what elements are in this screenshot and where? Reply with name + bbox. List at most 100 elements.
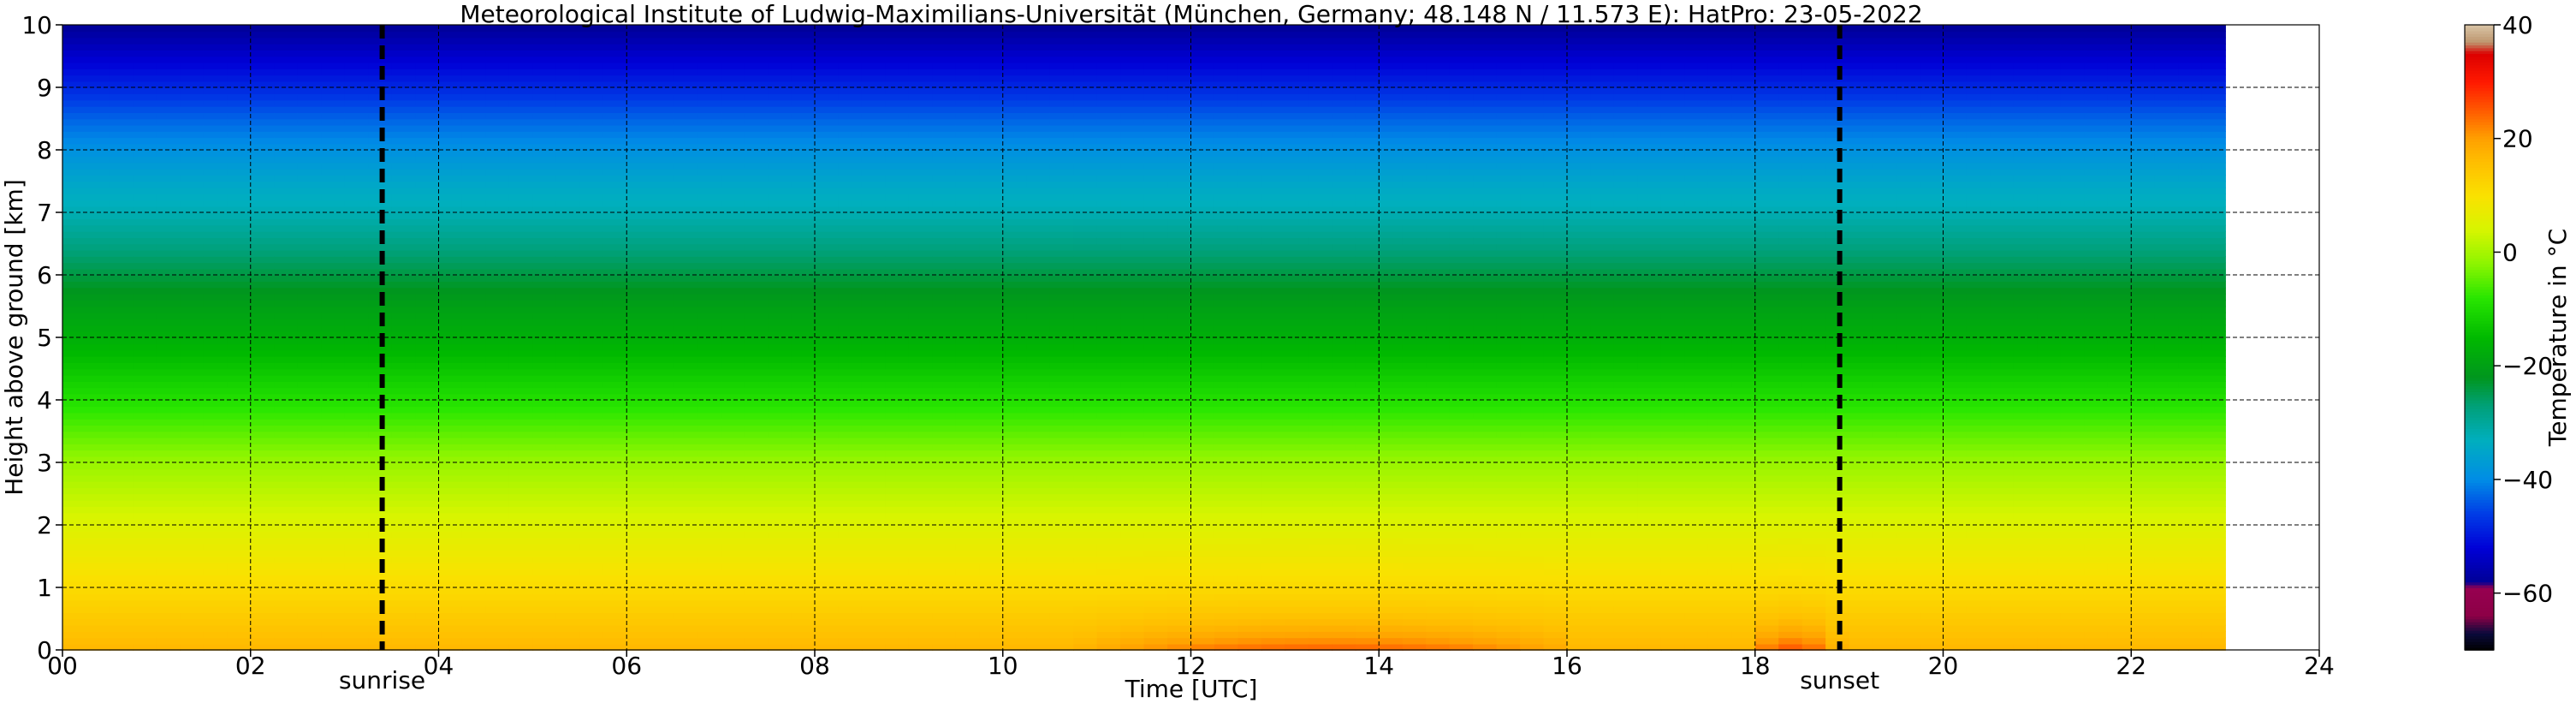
heatmap-cell xyxy=(768,194,792,201)
heatmap-cell xyxy=(744,593,769,601)
heatmap-cell xyxy=(955,268,981,276)
heatmap-cell xyxy=(156,162,181,170)
heatmap-cell xyxy=(485,275,510,283)
heatmap-cell xyxy=(485,643,510,651)
heatmap-cell xyxy=(768,400,792,408)
heatmap-cell xyxy=(391,406,416,414)
heatmap-cell xyxy=(274,124,299,132)
heatmap-cell xyxy=(932,487,957,495)
heatmap-cell xyxy=(721,349,745,357)
heatmap-cell xyxy=(156,425,181,432)
heatmap-cell xyxy=(602,512,628,520)
heatmap-cell xyxy=(650,556,674,563)
heatmap-cell xyxy=(721,605,745,613)
heatmap-cell xyxy=(344,181,369,188)
heatmap-cell xyxy=(626,212,651,220)
heatmap-cell xyxy=(955,593,981,601)
heatmap-cell xyxy=(744,362,769,370)
heatmap-cell xyxy=(1143,62,1168,69)
heatmap-cell xyxy=(861,468,887,476)
heatmap-cell xyxy=(321,37,346,45)
heatmap-cell xyxy=(62,431,87,438)
heatmap-cell xyxy=(955,175,981,182)
heatmap-cell xyxy=(508,556,534,563)
heatmap-cell xyxy=(979,206,1004,213)
heatmap-cell xyxy=(768,230,792,238)
heatmap-cell xyxy=(461,181,487,188)
heatmap-cell xyxy=(861,493,887,501)
heatmap-cell xyxy=(932,150,957,158)
heatmap-cell xyxy=(908,69,934,76)
heatmap-cell xyxy=(1096,437,1121,444)
heatmap-cell xyxy=(579,406,604,414)
heatmap-cell xyxy=(297,194,322,201)
heatmap-cell xyxy=(626,168,651,176)
heatmap-cell xyxy=(579,599,604,607)
heatmap-cell xyxy=(768,575,792,582)
heatmap-cell xyxy=(532,80,557,88)
heatmap-cell xyxy=(768,212,792,220)
heatmap-cell xyxy=(744,331,769,338)
heatmap-cell xyxy=(1214,337,1239,345)
heatmap-cell xyxy=(674,400,698,408)
heatmap-cell xyxy=(1073,74,1098,82)
heatmap-cell xyxy=(768,362,792,370)
heatmap-cell xyxy=(979,518,1004,526)
heatmap-cell xyxy=(1073,319,1098,326)
heatmap-cell xyxy=(180,181,205,188)
heatmap-cell xyxy=(838,437,863,444)
heatmap-cell xyxy=(180,143,205,151)
heatmap-cell xyxy=(156,462,181,470)
heatmap-cell xyxy=(180,200,205,207)
heatmap-cell xyxy=(438,474,463,482)
heatmap-cell xyxy=(297,431,322,438)
heatmap-cell xyxy=(555,444,581,451)
heatmap-cell xyxy=(297,556,322,563)
heatmap-cell xyxy=(908,444,934,451)
heatmap-cell xyxy=(885,80,910,88)
heatmap-cell xyxy=(415,262,440,270)
heatmap-cell xyxy=(1073,624,1098,632)
heatmap-cell xyxy=(791,243,816,251)
heatmap-cell xyxy=(274,531,299,539)
heatmap-cell xyxy=(838,43,863,51)
heatmap-cell xyxy=(438,387,463,395)
heatmap-cell xyxy=(768,425,792,432)
heatmap-cell xyxy=(156,437,181,444)
heatmap-cell xyxy=(391,262,416,270)
heatmap-cell xyxy=(274,556,299,563)
heatmap-cell xyxy=(1026,525,1051,533)
heatmap-cell xyxy=(1096,306,1121,313)
heatmap-cell xyxy=(391,249,416,257)
heatmap-cell xyxy=(1002,256,1028,264)
heatmap-cell xyxy=(508,150,534,158)
heatmap-cell xyxy=(438,194,463,201)
heatmap-cell xyxy=(391,256,416,264)
heatmap-cell xyxy=(485,143,510,151)
heatmap-cell xyxy=(180,412,205,420)
heatmap-cell xyxy=(744,194,769,201)
heatmap-cell xyxy=(109,531,134,539)
heatmap-cell xyxy=(415,224,440,232)
heatmap-cell xyxy=(1002,80,1028,88)
heatmap-cell xyxy=(344,437,369,444)
heatmap-cell xyxy=(579,181,604,188)
heatmap-cell xyxy=(908,374,934,382)
heatmap-cell xyxy=(344,456,369,463)
heatmap-cell xyxy=(203,93,229,101)
heatmap-cell xyxy=(791,212,816,220)
heatmap-cell xyxy=(885,575,910,582)
heatmap-cell xyxy=(602,556,628,563)
heatmap-cell xyxy=(1026,237,1051,245)
heatmap-cell xyxy=(815,124,840,132)
heatmap-cell xyxy=(932,431,957,438)
heatmap-cell xyxy=(227,256,252,264)
heatmap-cell xyxy=(1073,437,1098,444)
heatmap-cell xyxy=(508,87,534,95)
heatmap-cell xyxy=(650,381,674,389)
heatmap-cell xyxy=(461,562,487,569)
heatmap-cell xyxy=(885,249,910,257)
heatmap-cell xyxy=(391,518,416,526)
heatmap-cell xyxy=(1002,537,1028,545)
heatmap-cell xyxy=(1096,431,1121,438)
